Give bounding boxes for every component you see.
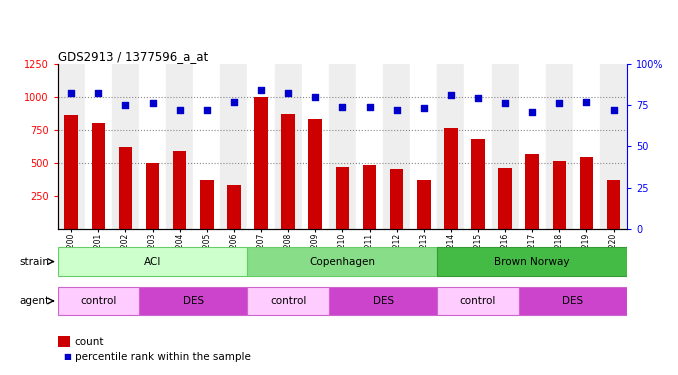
Bar [336, 167, 349, 229]
Bar [92, 123, 105, 229]
Bar [247, 247, 437, 276]
Point [66, 90, 77, 96]
Point [147, 100, 158, 106]
Bar [173, 151, 186, 229]
Bar [275, 64, 302, 229]
Bar [166, 64, 193, 229]
Bar [119, 147, 132, 229]
Text: count: count [75, 337, 104, 346]
Bar [193, 64, 220, 229]
Point [364, 104, 375, 110]
Bar [383, 64, 410, 229]
Text: Brown Norway: Brown Norway [494, 256, 570, 267]
Bar [112, 64, 139, 229]
Bar [437, 286, 519, 315]
Text: control: control [80, 296, 117, 306]
Bar [390, 170, 403, 229]
Bar [220, 64, 247, 229]
Bar [437, 64, 464, 229]
Text: DES: DES [562, 296, 584, 306]
Point [608, 107, 619, 113]
Text: agent: agent [20, 296, 49, 306]
Bar [417, 180, 431, 229]
Bar [410, 64, 437, 229]
Point [500, 100, 511, 106]
Point [93, 90, 104, 96]
Bar [200, 180, 214, 229]
Text: ACI: ACI [144, 256, 161, 267]
Bar [519, 64, 546, 229]
Bar [444, 128, 458, 229]
Bar [64, 115, 78, 229]
Bar [356, 64, 383, 229]
Bar [281, 114, 295, 229]
Point [174, 107, 185, 113]
Bar [492, 64, 519, 229]
Point [527, 109, 538, 115]
Bar [471, 139, 485, 229]
Bar [437, 247, 627, 276]
Bar [58, 247, 247, 276]
Point [120, 102, 131, 108]
Point [310, 94, 321, 100]
Bar [498, 168, 512, 229]
Text: percentile rank within the sample: percentile rank within the sample [75, 352, 250, 362]
Point [473, 95, 483, 101]
Point [445, 92, 456, 98]
Text: DES: DES [182, 296, 204, 306]
Point [391, 107, 402, 113]
Bar [464, 64, 492, 229]
Point [418, 105, 429, 111]
Bar [519, 286, 627, 315]
Bar [546, 64, 573, 229]
Bar [139, 64, 166, 229]
Bar [553, 161, 566, 229]
Bar [58, 64, 85, 229]
Text: control: control [460, 296, 496, 306]
Text: GDS2913 / 1377596_a_at: GDS2913 / 1377596_a_at [58, 50, 208, 63]
Bar [600, 64, 627, 229]
Point [201, 107, 212, 113]
Bar [302, 64, 329, 229]
Point [554, 100, 565, 106]
Bar [227, 185, 241, 229]
Text: strain: strain [20, 256, 49, 267]
Bar [85, 64, 112, 229]
Point [228, 99, 239, 105]
Text: DES: DES [372, 296, 394, 306]
Point [581, 99, 592, 105]
Text: Copenhagen: Copenhagen [309, 256, 376, 267]
Bar [573, 64, 600, 229]
Bar [580, 158, 593, 229]
Bar [58, 286, 139, 315]
Text: control: control [270, 296, 306, 306]
Bar [247, 286, 329, 315]
Bar [308, 119, 322, 229]
Bar [329, 286, 437, 315]
Point [337, 104, 348, 110]
Bar [139, 286, 247, 315]
Bar [329, 64, 356, 229]
Bar [247, 64, 275, 229]
Point [256, 87, 266, 93]
Text: ■: ■ [64, 352, 72, 362]
Bar [363, 165, 376, 229]
Bar [525, 153, 539, 229]
Bar [607, 180, 620, 229]
Point [283, 90, 294, 96]
Bar [146, 163, 159, 229]
Bar [254, 97, 268, 229]
